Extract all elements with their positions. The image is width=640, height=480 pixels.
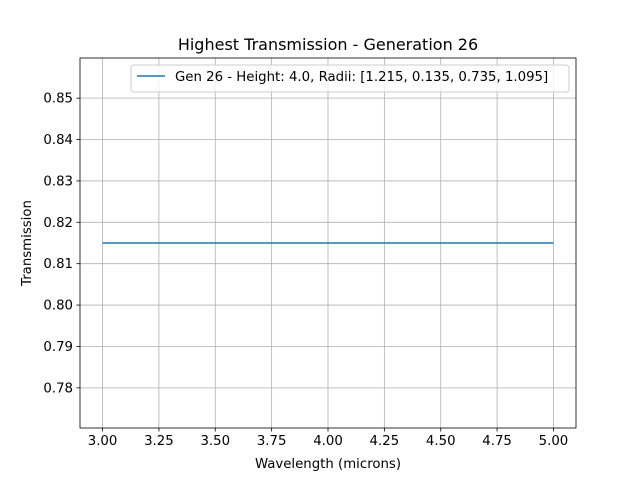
legend-box bbox=[130, 64, 570, 93]
y-axis-title: Transmission bbox=[20, 200, 35, 287]
x-tick-label: 3.00 bbox=[88, 434, 118, 449]
y-tick-label: 0.80 bbox=[43, 299, 73, 314]
x-tick-label: 3.75 bbox=[257, 434, 287, 449]
y-tick-label: 0.79 bbox=[43, 340, 73, 355]
x-tick-label: 5.00 bbox=[539, 434, 569, 449]
axis-ticks: 3.00 3.25 3.50 3.75 4.00 4.25 4.50 4.75 5.00 0.78… bbox=[43, 92, 568, 449]
legend: Gen 26 - Height: 4.0, Radii: [1.215, 0.1… bbox=[130, 64, 570, 93]
y-tick-label: 0.85 bbox=[43, 92, 73, 107]
y-tick-label: 0.81 bbox=[43, 257, 73, 272]
x-tick-label: 4.75 bbox=[482, 434, 512, 449]
x-tick-label: 4.00 bbox=[313, 434, 343, 449]
y-tick-label: 0.84 bbox=[43, 133, 73, 148]
x-axis-title: Wavelength (microns) bbox=[255, 457, 401, 472]
x-tick-label: 3.25 bbox=[144, 434, 174, 449]
x-tick-label: 3.50 bbox=[200, 434, 230, 449]
y-tick-label: 0.78 bbox=[43, 381, 73, 396]
y-tick-label: 0.82 bbox=[43, 216, 73, 231]
y-tick-label: 0.83 bbox=[43, 174, 73, 189]
x-tick-label: 4.50 bbox=[426, 434, 456, 449]
chart-title: Highest Transmission - Generation 26 bbox=[178, 35, 478, 54]
legend-label: Gen 26 - Height: 4.0, Radii: [1.215, 0.1… bbox=[175, 70, 548, 85]
x-tick-label: 4.25 bbox=[370, 434, 400, 449]
